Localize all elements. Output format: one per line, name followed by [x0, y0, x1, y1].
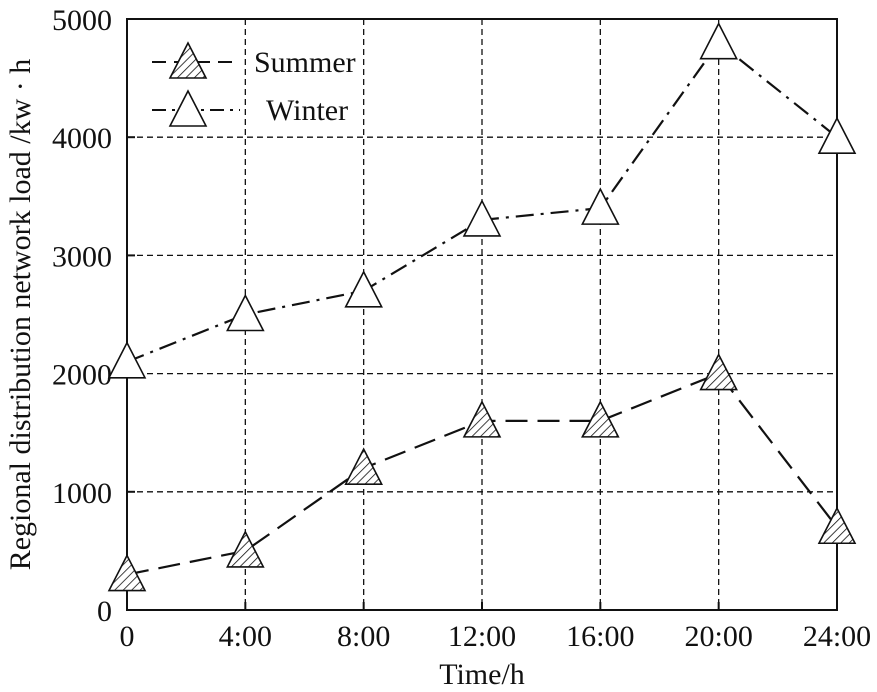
data-point-summer	[107, 553, 147, 592]
y-tick-label: 5000	[52, 4, 112, 37]
y-tick-label: 4000	[52, 122, 112, 155]
legend-item-summer: Summer	[152, 41, 356, 79]
x-axis-title: Time/h	[439, 658, 525, 691]
data-point-winter	[226, 293, 265, 332]
data-point-winter	[344, 270, 383, 308]
data-point-summer	[817, 506, 857, 545]
data-point-summer	[699, 352, 738, 391]
y-tick-label: 1000	[52, 477, 112, 510]
y-tick-label: 0	[97, 595, 112, 628]
series	[107, 21, 857, 592]
series-winter	[107, 21, 857, 379]
data-point-summer	[462, 400, 502, 438]
data-point-summer	[226, 530, 265, 568]
y-tick-label: 3000	[52, 240, 112, 273]
x-tick-label: 4:00	[219, 620, 272, 653]
x-tick-label: 0	[120, 620, 135, 653]
data-point-winter	[817, 116, 857, 154]
tick-labels: 0 4:00 8:00 12:00 16:00 20:00 24:00 0 1000 2000 30…	[52, 4, 871, 653]
x-tick-label: 24:00	[803, 620, 871, 653]
legend-winter-marker	[168, 89, 208, 127]
legend-summer-marker	[168, 41, 208, 79]
x-tick-label: 12:00	[448, 620, 516, 653]
data-point-summer	[344, 447, 383, 485]
y-tick-label: 2000	[52, 359, 112, 392]
data-point-winter	[462, 199, 502, 237]
x-tick-label: 8:00	[337, 620, 390, 653]
y-axis-title: Regional distribution network load /kw ·…	[4, 59, 37, 571]
data-point-winter	[581, 187, 620, 225]
x-tick-label: 20:00	[684, 620, 752, 653]
legend-winter-label: Winter	[266, 94, 348, 127]
series-summer	[107, 352, 857, 592]
x-tick-label: 16:00	[566, 620, 634, 653]
legend-item-winter: Winter	[152, 89, 348, 127]
data-point-summer	[581, 400, 620, 438]
data-point-winter	[107, 341, 147, 379]
legend-summer-label: Summer	[254, 46, 356, 79]
data-point-winter	[699, 21, 738, 60]
grid	[127, 19, 837, 610]
legend: Summer Winter	[152, 41, 356, 127]
